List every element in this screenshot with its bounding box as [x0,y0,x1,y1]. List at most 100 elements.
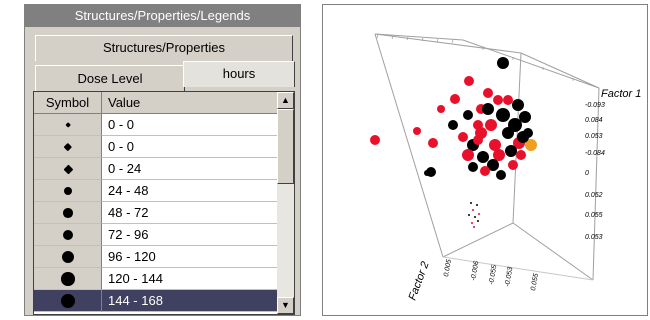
scatter-point [480,166,490,176]
scatter-point [473,135,483,145]
scatter-point [473,120,483,130]
legend-row[interactable]: 72 - 96 [34,224,278,246]
scroll-thumb[interactable] [277,109,294,184]
scatter-point [471,222,473,224]
star-symbol-icon [63,186,73,196]
factor1-tick: 0.084 [585,117,603,124]
scatter-point [497,57,509,69]
diamond-symbol-icon [64,143,72,151]
value-cell: 0 - 24 [102,158,278,180]
scatter-point [437,105,445,113]
factor1-tick: 0.055 [585,212,603,219]
value-cell: 48 - 72 [102,202,278,224]
symbol-cell [34,180,102,202]
factor1-axis-label: Factor 1 [601,88,641,100]
symbol-cell [34,246,102,268]
factor1-tick: 0.053 [585,234,603,241]
factor1-tick: -0.084 [585,150,605,157]
scatter-point [473,226,475,228]
column-header-symbol[interactable]: Symbol [34,92,102,114]
scatter-point [463,110,473,120]
value-cell: 144 - 168 [102,290,278,312]
legend-row[interactable]: 0 - 24 [34,158,278,180]
symbol-cell [34,202,102,224]
scatter-point [496,170,506,180]
scatter-point [468,162,478,172]
scatter-point [450,94,460,104]
scatter-point [496,108,510,122]
factor1-tick: -0.093 [585,102,605,109]
value-cell: 0 - 0 [102,114,278,136]
value-cell: 0 - 0 [102,136,278,158]
value-cell: 72 - 96 [102,224,278,246]
legend-row[interactable]: 24 - 48 [34,180,278,202]
value-cell: 96 - 120 [102,246,278,268]
factor2-tick: -0.006 [470,260,480,281]
symbol-cell [34,224,102,246]
scatter-point [517,131,529,143]
scatter-point [472,209,474,211]
plot-box [374,33,600,281]
factor2-tick: 0.055 [530,273,540,292]
scatter-point [476,204,478,206]
symbol-cell [34,114,102,136]
value-cell: 120 - 144 [102,268,278,290]
3d-scatter-plot[interactable]: Factor 1 Factor 2 -0.093 0.084 0.053 -0.… [323,5,647,315]
scatter-point [483,88,493,98]
scatter-point [503,95,513,105]
tab-hours[interactable]: hours [183,61,295,87]
symbol-cell [34,268,102,290]
scatter-point [493,149,505,161]
3d-scatter-plot-panel[interactable]: Factor 1 Factor 2 -0.093 0.084 0.053 -0.… [322,4,648,316]
scatter-point [448,120,458,130]
scatter-point [477,220,479,222]
scatter-point [485,119,497,131]
scatter-points [370,57,537,228]
star-symbol-icon [62,229,74,241]
scroll-down-button[interactable]: ▼ [277,297,294,314]
scatter-point [505,145,517,157]
circle-symbol-icon [61,272,75,286]
scatter-point [470,202,472,204]
scatter-point [508,118,522,132]
top-axis-ticks [376,34,574,81]
panel-title: Structures/Properties/Legends [25,5,300,27]
diamond-symbol-icon [64,121,72,129]
value-cell: 24 - 48 [102,180,278,202]
legend-row[interactable]: 0 - 0 [34,136,278,158]
factor1-tick: 0.052 [585,192,603,199]
scatter-point [477,151,489,163]
factor2-axis-label: Factor 2 [407,260,432,302]
legend-row[interactable]: 96 - 120 [34,246,278,268]
diamond-symbol-icon [63,164,73,174]
star-symbol-icon [63,208,73,218]
scatter-point [462,149,474,161]
tab-dose-level[interactable]: Dose Level [35,65,185,91]
tab-structures-properties[interactable]: Structures/Properties [35,35,293,61]
factor2-tick: -0.053 [504,266,514,287]
legends-panel: Structures/Properties/Legends Structures… [24,4,301,316]
factor2-tick: 0.005 [443,259,453,278]
scroll-up-button[interactable]: ▲ [277,92,294,109]
circle-symbol-icon [60,293,76,309]
scatter-point [478,213,480,215]
symbol-cell [34,158,102,180]
column-header-value[interactable]: Value [102,92,278,114]
scatter-point [428,138,438,148]
star-symbol-icon [61,250,75,264]
scatter-point [493,95,503,105]
scatter-point [474,216,476,218]
scatter-point [525,139,537,151]
vertical-scrollbar[interactable]: ▲ ▼ [277,92,294,314]
legend-row[interactable]: 120 - 144 [34,268,278,290]
scatter-point [413,127,421,135]
legend-row[interactable]: 48 - 72 [34,202,278,224]
scatter-point [482,103,494,115]
scatter-point [516,150,526,160]
legend-row[interactable]: 144 - 168 [34,290,278,312]
scatter-point [370,135,380,145]
legend-row[interactable]: 0 - 0 [34,114,278,136]
scatter-point [508,160,518,170]
scatter-point [519,111,531,123]
scatter-point [468,214,470,216]
